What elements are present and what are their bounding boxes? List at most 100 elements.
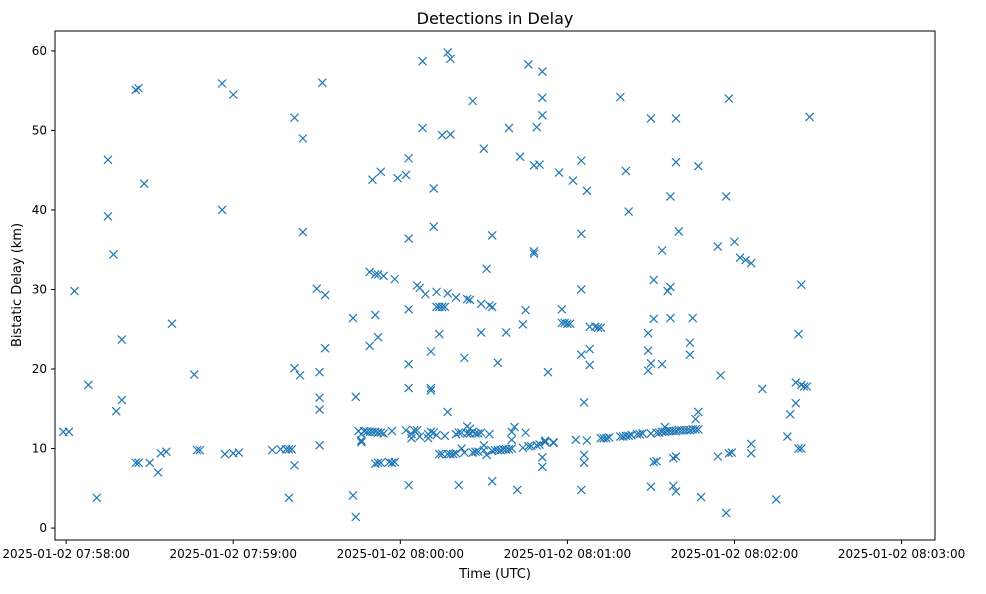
data-point-marker [415, 432, 425, 442]
data-point-marker [443, 48, 453, 57]
data-point-marker [434, 449, 444, 459]
data-point-marker [557, 304, 567, 314]
data-point-marker [537, 110, 547, 120]
data-point-marker [220, 449, 230, 459]
x-axis-label: Time (UTC) [458, 567, 531, 582]
data-point-marker [298, 227, 308, 237]
data-point-marker [426, 427, 436, 437]
data-point-marker [370, 310, 380, 320]
data-point-marker [404, 304, 414, 314]
data-point-marker [448, 449, 458, 459]
data-point-marker [145, 458, 155, 468]
data-point-marker [562, 319, 572, 329]
data-point-marker [601, 433, 611, 443]
data-point-marker [635, 429, 645, 439]
data-point-marker [796, 380, 806, 390]
data-point-marker [721, 192, 731, 201]
data-point-marker [482, 264, 492, 274]
data-point-marker [167, 319, 177, 329]
data-point-marker [103, 211, 113, 221]
data-point-marker [407, 433, 416, 443]
data-point-marker [657, 359, 667, 369]
data-point-marker [189, 370, 199, 379]
data-point-marker [440, 302, 450, 312]
data-point-marker [479, 144, 489, 154]
data-point-marker [476, 299, 486, 309]
data-point-marker [746, 258, 756, 268]
data-point-marker [649, 314, 659, 324]
data-point-marker [576, 156, 586, 166]
data-point-marker [195, 445, 205, 455]
y-tick-label: 30 [32, 282, 47, 296]
y-tick-label: 0 [39, 521, 47, 535]
data-point-marker [404, 359, 414, 369]
data-point-marker [791, 398, 801, 408]
data-point-marker [507, 444, 517, 453]
data-point-marker [462, 294, 472, 304]
data-point-marker [290, 363, 299, 373]
data-point-marker [454, 428, 464, 438]
data-point-marker [426, 383, 436, 393]
data-point-marker [92, 493, 102, 503]
data-point-marker [568, 176, 578, 185]
data-point-marker [476, 428, 486, 438]
data-point-marker [540, 436, 550, 446]
data-point-marker [604, 432, 614, 442]
data-point-marker [582, 186, 592, 196]
data-point-marker [485, 300, 494, 310]
data-point-marker [585, 344, 595, 354]
data-point-marker [429, 184, 439, 193]
data-point-marker [771, 495, 781, 504]
data-point-marker [593, 323, 603, 333]
data-point-marker [691, 425, 700, 434]
data-point-marker [412, 425, 422, 435]
data-point-marker [139, 179, 149, 189]
data-point-marker [537, 93, 547, 103]
data-point-marker [532, 122, 542, 132]
data-point-marker [315, 405, 324, 414]
data-point-marker [649, 457, 659, 467]
data-point-marker [134, 458, 143, 468]
data-point-marker [468, 427, 478, 437]
data-point-marker [379, 429, 389, 438]
data-point-marker [782, 432, 792, 442]
data-point-marker [674, 226, 684, 236]
data-point-marker [192, 445, 202, 455]
data-point-marker [117, 395, 127, 405]
data-point-marker [724, 448, 734, 458]
data-point-marker [724, 94, 734, 104]
data-point-marker [579, 397, 589, 407]
data-point-marker [799, 382, 809, 391]
data-point-marker [757, 384, 767, 394]
x-tick-label: 2025-01-02 07:59:00 [170, 547, 297, 561]
y-axis-ticks: 0 10 20 30 40 50 60 [32, 44, 55, 535]
data-point-marker [671, 157, 681, 167]
data-point-marker [540, 437, 550, 447]
data-point-marker [507, 427, 517, 437]
data-point-marker [83, 380, 93, 390]
data-point-marker [805, 112, 815, 122]
data-point-marker [426, 347, 436, 356]
data-point-marker [368, 175, 377, 185]
data-point-marker [671, 114, 681, 123]
data-point-marker [537, 67, 547, 76]
data-point-marker [482, 450, 492, 460]
data-point-marker [393, 173, 402, 183]
data-point-marker [432, 430, 441, 440]
data-point-marker [501, 327, 511, 337]
data-point-marker [348, 313, 358, 323]
data-point-marker [485, 429, 494, 439]
data-point-marker [109, 250, 118, 259]
data-point-marker [666, 313, 675, 323]
data-point-marker [794, 444, 803, 453]
data-point-marker [479, 440, 489, 450]
data-point-marker [624, 431, 634, 441]
data-point-marker [429, 222, 439, 232]
data-point-marker [746, 448, 756, 458]
data-point-marker [666, 192, 675, 201]
y-tick-label: 10 [32, 442, 47, 456]
data-point-marker [666, 282, 675, 292]
data-point-marker [487, 476, 497, 486]
data-point-marker [643, 346, 653, 356]
